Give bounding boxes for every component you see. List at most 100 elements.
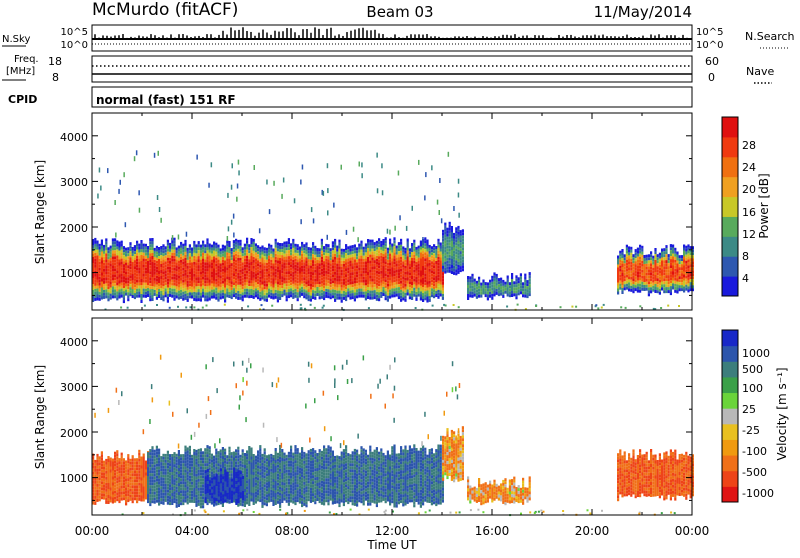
echo-cell [659, 286, 661, 289]
echo-cell [151, 259, 153, 262]
echo-cell [169, 261, 171, 264]
echo-cell [621, 282, 623, 285]
echo-cell [371, 276, 373, 279]
echo-cell [169, 454, 171, 457]
echo-cell [200, 275, 202, 278]
echo-cell [187, 468, 189, 471]
echo-cell [224, 288, 226, 291]
echo-cell [231, 296, 233, 299]
echo-cell [226, 279, 228, 282]
scatter-echo [138, 190, 140, 195]
echo-cell [127, 466, 129, 469]
echo-cell [635, 264, 637, 267]
beam-title: Beam 03 [366, 3, 433, 21]
echo-cell [294, 289, 296, 292]
echo-cell [420, 274, 422, 277]
echo-cell [246, 244, 248, 247]
echo-cell [162, 496, 164, 499]
echo-cell [189, 265, 191, 268]
echo-cell [275, 263, 277, 266]
echo-cell [301, 245, 303, 248]
echo-cell [200, 263, 202, 266]
echo-cell [449, 231, 451, 234]
echo-cell [114, 455, 116, 458]
echo-cell [165, 478, 167, 481]
echo-cell [145, 479, 147, 482]
echo-cell [349, 276, 351, 279]
scatter-echo [448, 152, 450, 157]
echo-cell [277, 284, 279, 287]
echo-cell [103, 473, 105, 476]
echo-cell [173, 289, 175, 292]
echo-cell [184, 279, 186, 282]
echo-cell [424, 264, 426, 267]
echo-cell [332, 289, 334, 292]
echo-cell [173, 262, 175, 265]
echo-cell [140, 261, 142, 264]
echo-cell [145, 497, 147, 500]
echo-cell [489, 280, 491, 283]
echo-cell [237, 288, 239, 291]
echo-cell [299, 262, 301, 265]
echo-cell [402, 276, 404, 279]
echo-cell [389, 272, 391, 275]
echo-cell [683, 245, 685, 248]
echo-cell [96, 274, 98, 277]
echo-cell [407, 245, 409, 248]
echo-cell [358, 277, 360, 280]
echo-cell [103, 251, 105, 254]
echo-cell [643, 279, 645, 282]
echo-cell [449, 267, 451, 270]
echo-cell [378, 253, 380, 256]
echo-cell [654, 257, 656, 260]
echo-cell [646, 273, 648, 276]
echo-cell [411, 261, 413, 264]
echo-cell [145, 247, 147, 250]
echo-cell [639, 278, 641, 281]
echo-cell [94, 466, 96, 469]
scatter-echo [424, 195, 426, 200]
echo-cell [429, 290, 431, 293]
echo-cell [290, 294, 292, 297]
echo-cell [123, 479, 125, 482]
echo-cell [138, 256, 140, 259]
echo-cell [349, 279, 351, 282]
echo-cell [154, 275, 156, 278]
date-title: 11/May/2014 [594, 3, 692, 21]
echo-cell [228, 241, 230, 244]
echo-cell [123, 494, 125, 497]
echo-cell [235, 281, 237, 284]
echo-cell [266, 287, 268, 290]
echo-cell [237, 273, 239, 276]
echo-cell [617, 274, 619, 277]
echo-cell [319, 251, 321, 254]
echo-cell [668, 266, 670, 269]
echo-cell [143, 271, 145, 274]
echo-cell [648, 266, 650, 269]
echo-cell [178, 264, 180, 267]
echo-cell [422, 290, 424, 293]
echo-cell [624, 260, 626, 263]
echo-cell [145, 470, 147, 473]
scatter-echo [134, 156, 136, 161]
echo-cell [674, 254, 676, 257]
echo-cell [191, 260, 193, 263]
echo-cell [668, 257, 670, 260]
echo-cell [367, 281, 369, 284]
echo-cell [129, 489, 131, 492]
echo-cell [169, 499, 171, 502]
echo-cell [665, 284, 667, 287]
echo-cell [469, 288, 471, 291]
echo-cell [94, 478, 96, 481]
echo-cell [134, 476, 136, 479]
echo-cell [277, 263, 279, 266]
echo-cell [125, 478, 127, 481]
echo-cell [518, 289, 520, 292]
echo-cell [211, 275, 213, 278]
echo-cell [154, 272, 156, 275]
echo-cell [621, 267, 623, 270]
echo-cell [444, 229, 446, 232]
echo-cell [233, 258, 235, 261]
echo-cell [635, 276, 637, 279]
echo-cell [182, 256, 184, 259]
